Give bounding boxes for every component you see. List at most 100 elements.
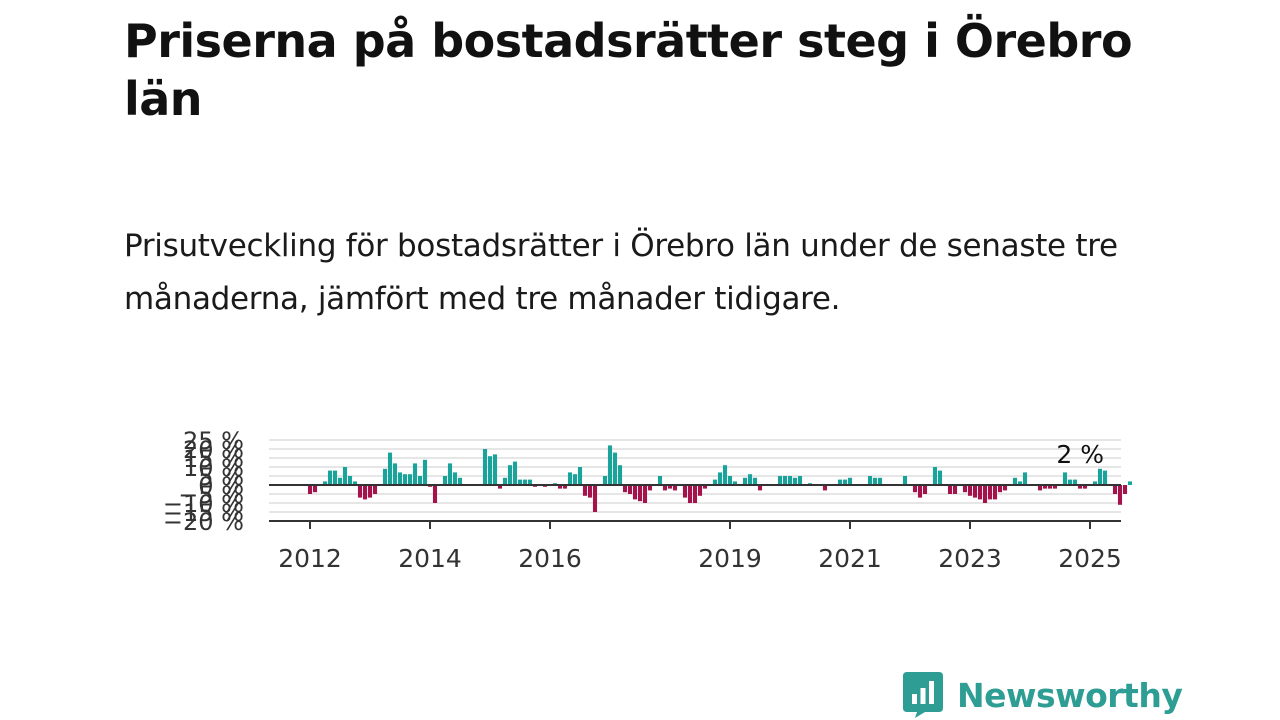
bar: [712, 479, 718, 485]
bar: [657, 476, 663, 485]
bar: [952, 485, 958, 494]
bar: [1062, 472, 1068, 485]
y-tick-label: −20 %: [163, 508, 244, 536]
bar: [352, 481, 358, 485]
bar: [682, 485, 688, 498]
bar: [407, 474, 413, 485]
y-tick-label: 0 %: [198, 472, 244, 500]
bar: [447, 463, 453, 485]
bar: [612, 452, 618, 485]
bar: [347, 476, 353, 485]
bar: [1017, 481, 1023, 485]
bar: [1022, 472, 1028, 485]
bar: [937, 470, 943, 485]
bar: [1047, 485, 1053, 489]
y-tick-label: 25 %: [183, 427, 244, 455]
y-tick-label: −10 %: [163, 490, 244, 518]
x-tick-label: 2023: [938, 544, 1002, 573]
bar: [692, 485, 698, 503]
bar: [457, 477, 463, 485]
bar: [507, 465, 513, 485]
bar: [757, 485, 763, 491]
bar: [1102, 470, 1108, 485]
bar: [517, 479, 523, 485]
bar: [777, 476, 783, 485]
bar: [667, 485, 673, 489]
bar: [367, 485, 373, 498]
bar: [1122, 485, 1128, 494]
bar: [387, 452, 393, 485]
y-tick-label: 15 %: [183, 445, 244, 473]
bar: [637, 485, 643, 502]
bar: [1052, 485, 1058, 489]
bar: [592, 485, 598, 512]
bar: [312, 485, 318, 493]
bar: [1112, 485, 1118, 494]
bar: [997, 485, 1003, 493]
bar: [967, 485, 973, 496]
bar: [867, 476, 873, 485]
bar: [992, 485, 998, 500]
bar: [1117, 485, 1123, 505]
bar: [432, 485, 438, 503]
bar: [922, 485, 928, 494]
bar: [752, 477, 758, 485]
bar: [742, 477, 748, 485]
bar: [977, 485, 983, 500]
bar: [962, 485, 968, 493]
x-tick-label: 2025: [1058, 544, 1122, 573]
bar: [932, 467, 938, 485]
bar: [557, 485, 563, 489]
bar: [502, 477, 508, 485]
bar: [822, 485, 828, 491]
bar: [322, 481, 328, 485]
bar: [747, 474, 753, 485]
bar: [797, 476, 803, 485]
bars: [307, 445, 1133, 512]
brand-name: Newsworthy: [957, 675, 1183, 715]
bar: [402, 474, 408, 485]
bar: [782, 476, 788, 485]
bar: [617, 465, 623, 485]
bar: [582, 485, 588, 496]
bar: [727, 476, 733, 485]
bar: [602, 476, 608, 485]
bar: [327, 470, 333, 485]
bar: [687, 485, 693, 503]
bar: [492, 454, 498, 485]
bar: [917, 485, 923, 498]
bar: [357, 485, 363, 498]
bar: [337, 477, 343, 485]
bar: [627, 485, 633, 494]
bar: [497, 485, 503, 489]
bar: [622, 485, 628, 493]
bar: [1077, 485, 1083, 489]
bar: [787, 476, 793, 485]
bar: [1097, 468, 1103, 485]
bar: [672, 485, 678, 491]
bar: [567, 472, 573, 485]
bar: [487, 456, 493, 485]
bar: [527, 479, 533, 485]
bar: [372, 485, 378, 494]
bar: [632, 485, 638, 500]
bar: [982, 485, 988, 503]
bar: [732, 481, 738, 485]
x-tick-label: 2021: [818, 544, 882, 573]
bar: [877, 477, 883, 485]
y-axis-labels: 25 %20 %15 %10 %5 %0 %−5 %−10 %−15 %−20 …: [163, 427, 244, 536]
bar: [872, 477, 878, 485]
bar: [587, 485, 593, 498]
bar: [1042, 485, 1048, 489]
bar: [1127, 481, 1133, 485]
bar: [342, 467, 348, 485]
bar: [1067, 479, 1073, 485]
bar: [702, 485, 708, 489]
bar: [842, 479, 848, 485]
bar: [442, 476, 448, 485]
bar: [1092, 481, 1098, 485]
bar: [392, 463, 398, 485]
bar: [332, 470, 338, 485]
bar: [1072, 479, 1078, 485]
bar: [662, 485, 668, 491]
